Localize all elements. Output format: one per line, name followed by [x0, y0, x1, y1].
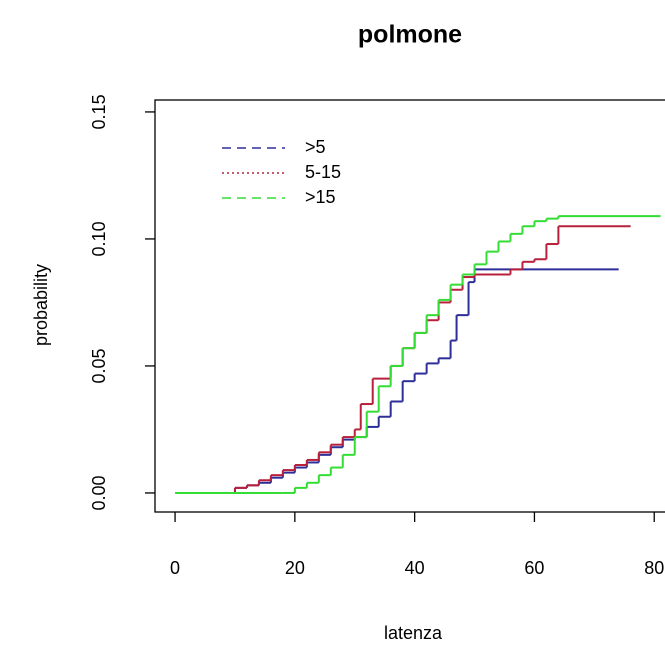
legend-label: 5-15 — [305, 162, 341, 182]
x-tick-label: 80 — [644, 558, 664, 578]
x-tick-label: 0 — [170, 558, 180, 578]
y-axis-label: probability — [31, 264, 51, 346]
y-tick-label: 0.15 — [89, 94, 109, 129]
legend-label: >15 — [305, 187, 336, 207]
y-tick-label: 0.00 — [89, 475, 109, 510]
x-tick-label: 60 — [524, 558, 544, 578]
y-tick-label: 0.05 — [89, 348, 109, 383]
x-axis-label: latenza — [384, 623, 443, 643]
legend-label: >5 — [305, 137, 326, 157]
plot-frame — [154, 99, 665, 513]
chart-title: polmone — [358, 21, 462, 49]
x-tick-label: 20 — [285, 558, 305, 578]
x-tick-label: 40 — [405, 558, 425, 578]
y-tick-label: 0.10 — [89, 221, 109, 256]
